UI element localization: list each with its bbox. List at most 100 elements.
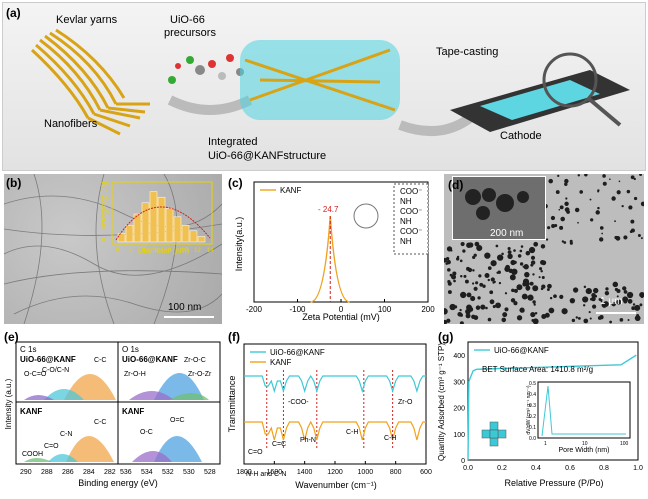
c-peak-bot: C=O xyxy=(44,443,59,450)
integrated-label-2: UiO-66@KANFstructure xyxy=(208,150,327,162)
o-peak-bot: O-C xyxy=(140,429,153,436)
nanoparticle xyxy=(524,271,530,278)
pore-ytick: 0.3 xyxy=(529,403,536,409)
pore-ytick: 0.4 xyxy=(529,392,536,398)
c-peak-top: C-O/C-N xyxy=(42,367,69,374)
arrow-1 xyxy=(167,95,253,115)
xps-peak xyxy=(24,458,52,462)
inset-ytick: 0 xyxy=(102,238,106,244)
uio-ftir-curve xyxy=(244,374,426,394)
nanoparticle xyxy=(459,308,462,312)
uio-precursors-label-1: UiO-66 xyxy=(170,14,205,26)
legend-label: KANF xyxy=(280,186,301,195)
nanoparticle xyxy=(589,317,592,320)
nanoparticle xyxy=(623,299,628,304)
ftir-annotation: C=O xyxy=(248,449,263,456)
nanoparticle xyxy=(484,252,491,259)
inset-ytick: 10 xyxy=(102,210,109,216)
bet-isotherm xyxy=(467,354,637,461)
c1s-label: C 1s xyxy=(20,345,36,354)
nanoparticle xyxy=(453,279,456,283)
xps-xtick-c: 284 xyxy=(83,469,95,476)
xps-peak xyxy=(169,393,209,400)
nanoparticle xyxy=(460,291,467,299)
xps-xtick-o: 536 xyxy=(120,469,132,476)
nanoparticle xyxy=(555,190,560,194)
xtick-label: 100 xyxy=(378,305,392,314)
uio-precursors-label-2: precursors xyxy=(164,27,216,39)
nanoparticle xyxy=(622,286,627,291)
nanoparticle xyxy=(605,287,609,291)
bet-ytick: 100 xyxy=(453,432,465,439)
nanoparticle xyxy=(485,306,488,310)
nanoparticle xyxy=(489,290,494,295)
nanoparticle xyxy=(519,249,523,253)
nanoparticle xyxy=(466,292,472,298)
nanoparticle xyxy=(532,273,535,276)
nanoparticle xyxy=(618,180,621,183)
nanoparticle xyxy=(611,196,616,201)
nanoparticle xyxy=(616,295,619,298)
hist-bar xyxy=(117,233,126,243)
nanoparticle xyxy=(549,296,553,300)
nanoparticle xyxy=(533,241,539,247)
o-peak-top: Zr-O-Zr xyxy=(188,371,212,378)
peak-label: - 24.7 xyxy=(318,205,339,214)
pore-ytick: 0.1 xyxy=(529,425,536,431)
bet-ylabel: Quantity Adsorbed (cm³ g⁻¹ STP) xyxy=(437,343,446,461)
nanoparticle xyxy=(640,201,644,207)
bet-ytick: 300 xyxy=(453,379,465,386)
nanoparticle xyxy=(583,318,589,324)
panel-d-particles xyxy=(444,174,644,324)
nanoparticle xyxy=(563,241,567,244)
nanoparticle xyxy=(489,299,495,305)
nanoparticle xyxy=(495,302,501,309)
nanoparticle xyxy=(602,174,606,178)
xps-xtick-o: 528 xyxy=(204,469,216,476)
nanoparticle xyxy=(511,288,515,293)
nanoparticle xyxy=(507,250,512,255)
nanoparticle xyxy=(547,226,551,230)
bet-xlabel: Relative Pressure (P/Po) xyxy=(504,478,603,488)
panel-d-scale-bar xyxy=(596,312,636,314)
xps-xtick-c: 282 xyxy=(104,469,116,476)
nanoparticle xyxy=(631,306,636,311)
nanoparticle xyxy=(525,250,531,256)
bet-legend: UiO-66@KANF xyxy=(494,346,549,355)
nanoparticle xyxy=(630,175,635,180)
xps-xtick-o: 530 xyxy=(183,469,195,476)
o-kanf-label: KANF xyxy=(122,407,144,416)
nanoparticle xyxy=(460,241,465,247)
nanoparticle xyxy=(623,290,628,294)
hist-bar xyxy=(125,224,134,243)
nanoparticle xyxy=(589,198,592,201)
nanoparticle xyxy=(464,279,469,284)
nanoparticle xyxy=(510,298,516,303)
nanoparticle xyxy=(612,281,619,288)
c-uio-label: UiO-66@KANF xyxy=(20,355,76,364)
nanoparticle xyxy=(609,320,612,324)
nanoparticle xyxy=(546,288,550,292)
nanoparticle xyxy=(593,287,599,294)
nanoparticle xyxy=(601,302,608,308)
nanoparticle xyxy=(577,316,581,320)
nanoparticle xyxy=(528,246,536,254)
bet-area: BET Surface Area: 1410.8 m²/g xyxy=(482,365,593,374)
panel-b-scale: 100 nm xyxy=(168,302,202,313)
nanoparticle xyxy=(521,293,528,300)
xps-peak xyxy=(154,436,202,462)
nanoparticle xyxy=(539,267,543,271)
inset-xtick: 12 xyxy=(194,248,201,254)
hist-bar xyxy=(173,216,182,243)
nanoparticle xyxy=(476,244,483,252)
nanoparticle xyxy=(604,290,610,296)
nanoparticle xyxy=(470,295,476,302)
xtick-label: 200 xyxy=(421,305,435,314)
group-label: COO⁻ xyxy=(400,227,422,236)
ftir-annotation: C-H xyxy=(346,429,358,436)
bet-xtick: 1.0 xyxy=(633,465,643,472)
panel-g-bet-chart: 0.0 0.2 0.4 0.6 0.8 1.0 0 100 200 300 400 Relative … xyxy=(437,341,643,488)
ftir-xtick: 1800 xyxy=(236,469,252,476)
nanoparticle xyxy=(444,257,447,263)
